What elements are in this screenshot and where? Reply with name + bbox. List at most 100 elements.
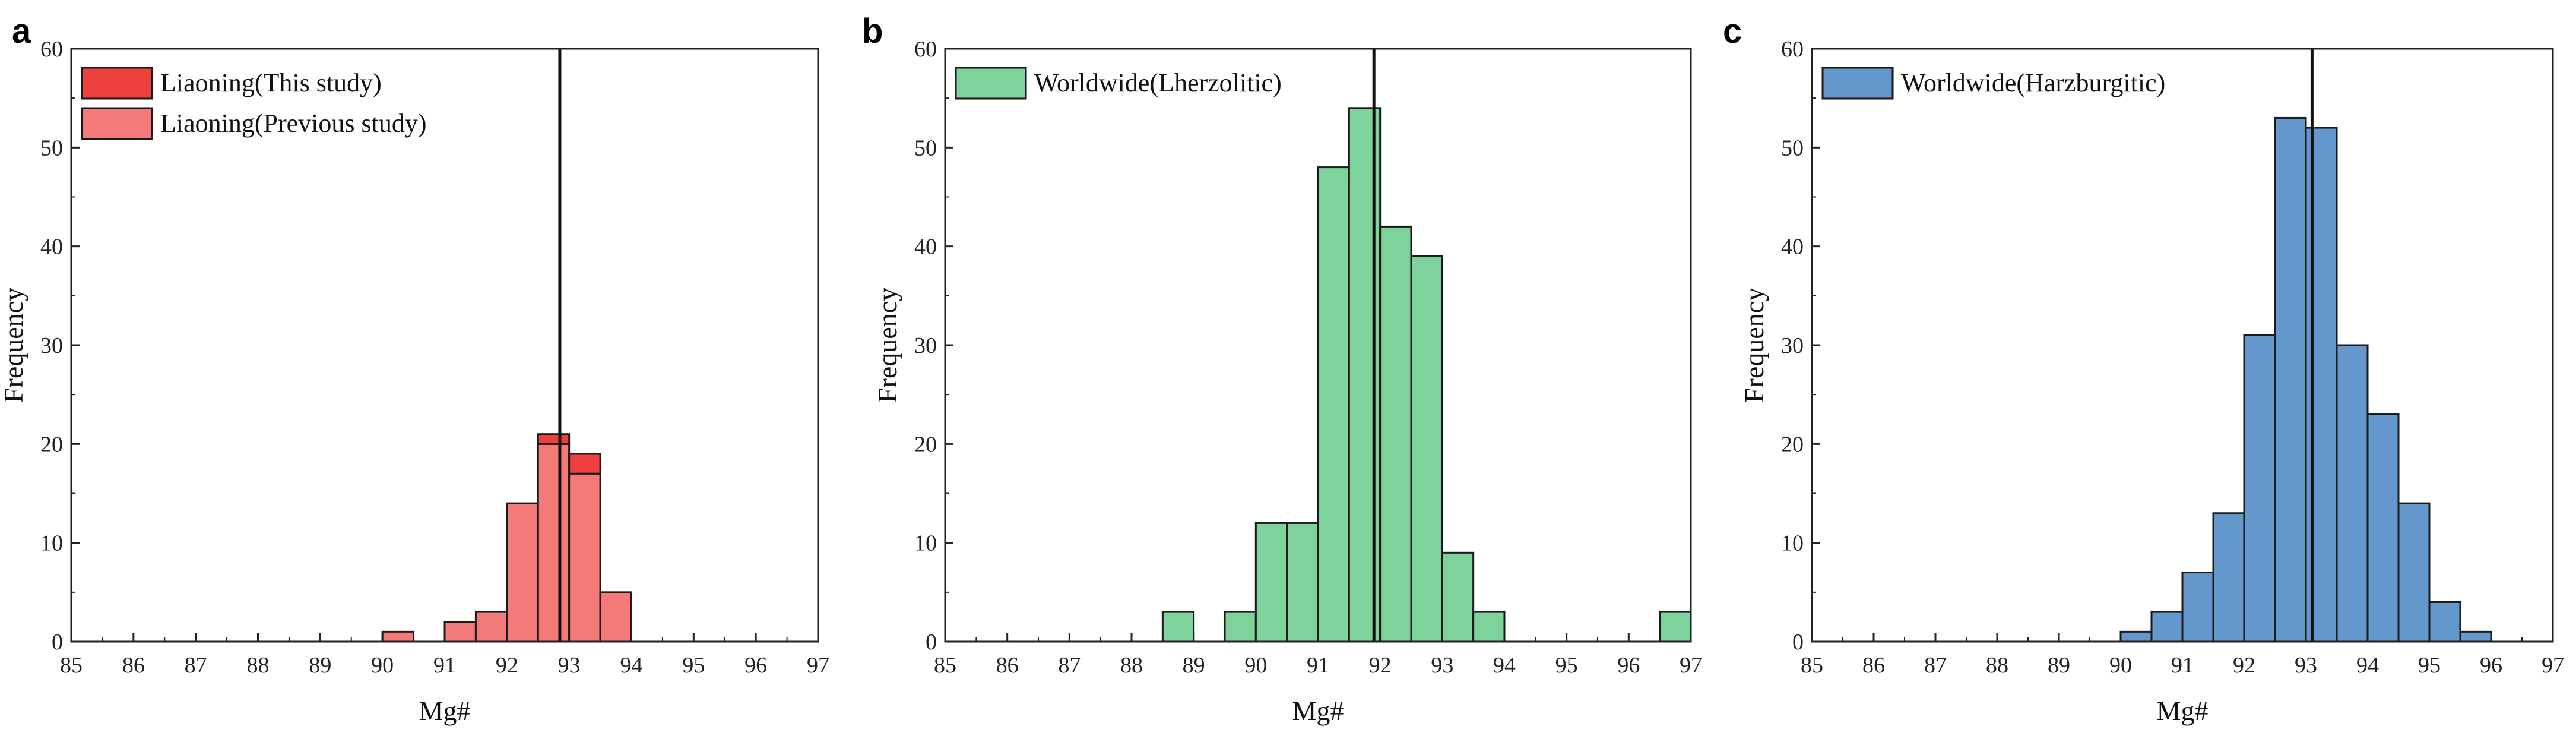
panel-b-legend-label: Worldwide(Lherzolitic) xyxy=(1034,68,1282,97)
panel-b-y-axis-label: Frequency xyxy=(872,288,902,403)
panel-b-bars xyxy=(1161,107,1692,643)
panel-c-bar-worldwide-harzburgitic xyxy=(2274,116,2307,643)
panel-c-x-tick-label: 87 xyxy=(1924,653,1947,678)
panel-a-bar-liaoning-previous-study xyxy=(381,630,415,643)
panel-a: a 85 86 87 88 89 90 91 92 93 94 95 96 97 0 10 20 30 40 50 6… xyxy=(0,12,829,726)
panel-c-y-tick-label: 40 xyxy=(1781,235,1804,260)
panel-b-x-tick-label: 97 xyxy=(1680,653,1702,678)
panel-a-x-tick-label: 88 xyxy=(247,653,270,678)
panel-b-y-tick-label: 10 xyxy=(914,531,937,556)
panel-b-bar-worldwide-lherzolitic xyxy=(1254,522,1288,643)
panel-a-y-tick-label: 40 xyxy=(40,235,63,260)
panel-c-x-tick-label: 95 xyxy=(2418,653,2441,678)
panel-b-bar-worldwide-lherzolitic xyxy=(1441,551,1475,643)
panel-c-x-tick-label: 96 xyxy=(2480,653,2502,678)
panel-c-x-tick-label: 88 xyxy=(1986,653,2008,678)
panel-b-x-tick-label: 93 xyxy=(1431,653,1453,678)
panel-c-x-tick-label: 86 xyxy=(1862,653,1885,678)
panel-a-x-tick-label: 85 xyxy=(60,653,83,678)
panel-c-legend: Worldwide(Harzburgitic) xyxy=(1821,67,2165,100)
panel-a-y-tick-label: 20 xyxy=(40,432,63,457)
panel-c-y-tick-label: 20 xyxy=(1781,432,1804,457)
panel-b-y-tick-label: 20 xyxy=(914,432,937,457)
panel-c-y-axis-label: Frequency xyxy=(1739,288,1769,403)
panel-b-bar-worldwide-lherzolitic xyxy=(1659,611,1692,643)
panel-b-x-tick-label: 91 xyxy=(1307,653,1329,678)
panel-b-bar-worldwide-lherzolitic xyxy=(1348,107,1382,643)
panel-b-y-tick-label: 60 xyxy=(914,37,937,62)
panel-a-x-tick-label: 97 xyxy=(807,653,829,678)
panel-a-x-tick-label: 89 xyxy=(309,653,331,678)
panel-b-y-tick-label: 0 xyxy=(926,630,937,655)
panel-b-bar-worldwide-lherzolitic xyxy=(1410,255,1443,643)
panel-c-bar-worldwide-harzburgitic xyxy=(2366,413,2400,643)
panel-c-legend-label: Worldwide(Harzburgitic) xyxy=(1901,68,2165,97)
panel-c: c 85 86 87 88 89 90 91 92 93 94 95 96 97 0 10 20 30 40 50 6… xyxy=(1723,12,2564,726)
panel-b-x-tick-label: 86 xyxy=(996,653,1019,678)
panel-b-bar-worldwide-lherzolitic xyxy=(1379,225,1412,643)
panel-c-ticks: 85 86 87 88 89 90 91 92 93 94 95 96 97 0 10 20 30 40 50 60 xyxy=(1781,37,2564,678)
panel-a-bar-liaoning-this-study xyxy=(537,433,571,445)
panel-b-x-tick-label: 95 xyxy=(1555,653,1578,678)
panel-b-bar-worldwide-lherzolitic xyxy=(1286,522,1319,643)
panel-b-x-tick-label: 88 xyxy=(1120,653,1143,678)
panel-b-legend: Worldwide(Lherzolitic) xyxy=(955,67,1282,100)
panel-c-bar-worldwide-harzburgitic xyxy=(2428,601,2461,643)
panel-c-x-tick-label: 90 xyxy=(2109,653,2132,678)
panel-b-ticks: 85 86 87 88 89 90 91 92 93 94 95 96 97 0 10 20 30 40 50 60 xyxy=(914,37,1702,678)
panel-b-x-tick-label: 89 xyxy=(1183,653,1205,678)
panel-a-ticks: 85 86 87 88 89 90 91 92 93 94 95 96 97 0 10 20 30 40 50 60 xyxy=(40,37,829,678)
panel-a-y-tick-label: 50 xyxy=(40,135,63,160)
panel-a-bar-liaoning-previous-study xyxy=(474,611,508,643)
panel-b-x-tick-label: 92 xyxy=(1369,653,1392,678)
panel-b-x-tick-label: 87 xyxy=(1058,653,1081,678)
panel-c-bar-worldwide-harzburgitic xyxy=(2119,630,2153,643)
panel-b-bar-worldwide-lherzolitic xyxy=(1224,611,1257,643)
panel-a-bar-liaoning-previous-study xyxy=(537,443,571,643)
panel-b-plot-frame xyxy=(944,48,1692,643)
panel-c-bar-worldwide-harzburgitic xyxy=(2212,512,2245,643)
panel-a-bar-liaoning-previous-study xyxy=(443,621,477,643)
panel-a-x-tick-label: 90 xyxy=(371,653,394,678)
panel-a-bar-liaoning-previous-study xyxy=(599,591,632,643)
panel-b-legend-swatch xyxy=(955,67,1027,100)
panel-b-x-tick-label: 85 xyxy=(934,653,956,678)
panel-a-x-axis-label: Mg# xyxy=(419,696,471,726)
panel-b-letter: b xyxy=(862,12,883,50)
panel-a-x-tick-label: 96 xyxy=(744,653,767,678)
panel-c-y-tick-label: 50 xyxy=(1781,135,1804,160)
panel-b-x-tick-label: 94 xyxy=(1493,653,1516,678)
panel-c-plot-frame xyxy=(1811,48,2554,643)
panel-a-x-tick-label: 87 xyxy=(185,653,207,678)
panel-c-y-tick-label: 60 xyxy=(1781,37,1804,62)
panel-a-legend: Liaoning(This study) Liaoning(Previous st… xyxy=(81,67,427,140)
panel-a-bar-liaoning-previous-study xyxy=(568,472,601,643)
panel-a-x-tick-label: 94 xyxy=(620,653,643,678)
panel-a-x-tick-label: 91 xyxy=(433,653,456,678)
panel-c-bar-worldwide-harzburgitic xyxy=(2305,127,2338,643)
panel-c-x-tick-label: 92 xyxy=(2233,653,2255,678)
panel-c-bar-worldwide-harzburgitic xyxy=(2181,572,2214,643)
panel-c-x-tick-label: 97 xyxy=(2542,653,2564,678)
panel-c-x-tick-label: 91 xyxy=(2171,653,2194,678)
panel-a-bar-liaoning-this-study xyxy=(568,453,601,475)
panel-b-y-tick-label: 30 xyxy=(914,333,937,358)
panel-c-letter: c xyxy=(1723,12,1742,50)
panel-c-x-tick-label: 85 xyxy=(1801,653,1823,678)
panel-c-y-tick-label: 0 xyxy=(1792,630,1804,655)
panel-a-y-tick-label: 60 xyxy=(40,37,63,62)
panel-b-bar-worldwide-lherzolitic xyxy=(1161,611,1195,643)
panel-c-x-tick-label: 93 xyxy=(2295,653,2317,678)
panel-c-bar-worldwide-harzburgitic xyxy=(2336,344,2369,643)
panel-a-plot-frame xyxy=(70,48,819,643)
panel-a-legend-swatch xyxy=(81,107,153,140)
panel-b-bar-worldwide-lherzolitic xyxy=(1472,611,1506,643)
panel-c-x-tick-label: 89 xyxy=(2048,653,2070,678)
panel-a-legend-label: Liaoning(This study) xyxy=(160,68,382,97)
panel-b-x-tick-label: 90 xyxy=(1244,653,1267,678)
panel-c-x-axis-label: Mg# xyxy=(2157,696,2209,726)
panel-b-y-tick-label: 50 xyxy=(914,135,937,160)
panel-b-x-axis-label: Mg# xyxy=(1292,696,1344,726)
panel-c-bar-worldwide-harzburgitic xyxy=(2459,630,2492,643)
